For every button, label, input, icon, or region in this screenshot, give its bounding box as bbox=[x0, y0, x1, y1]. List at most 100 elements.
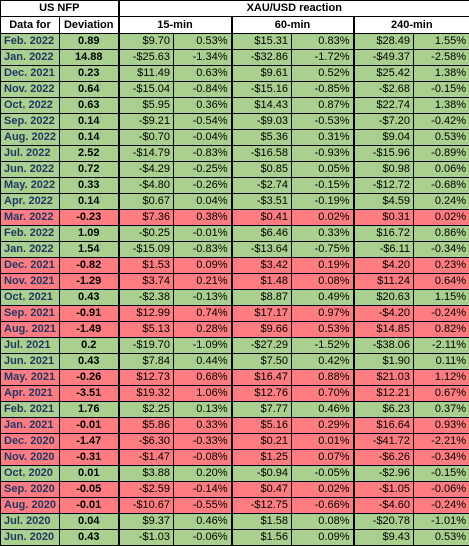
row-60min-usd: $0.41 bbox=[232, 210, 292, 226]
row-60min-pct: -0.53% bbox=[292, 114, 354, 130]
row-deviation: 0.33 bbox=[60, 178, 119, 194]
row-60min-pct: -0.85% bbox=[292, 82, 354, 98]
row-240min-pct: 0.11% bbox=[414, 354, 469, 370]
row-60min-usd: $9.66 bbox=[232, 322, 292, 338]
col-header-deviation: Deviation bbox=[60, 17, 119, 34]
row-240min-pct: -0.34% bbox=[414, 242, 469, 258]
row-60min-usd: $17.17 bbox=[232, 306, 292, 322]
row-deviation: -0.01 bbox=[60, 498, 119, 514]
row-date: Sep. 2022 bbox=[1, 114, 60, 130]
row-240min-usd: $4.59 bbox=[354, 194, 414, 210]
row-60min-pct: 0.01% bbox=[292, 434, 354, 450]
row-15min-usd: -$1.47 bbox=[119, 450, 174, 466]
row-240min-pct: 1.12% bbox=[414, 370, 469, 386]
row-date: Sep. 2021 bbox=[1, 306, 60, 322]
row-60min-usd: $7.77 bbox=[232, 402, 292, 418]
row-15min-pct: 0.36% bbox=[174, 98, 232, 114]
row-deviation: 0.89 bbox=[60, 34, 119, 50]
row-15min-usd: $1.53 bbox=[119, 258, 174, 274]
row-60min-usd: $3.42 bbox=[232, 258, 292, 274]
row-240min-usd: $9.43 bbox=[354, 530, 414, 546]
row-date: Jan. 2022 bbox=[1, 50, 60, 66]
row-240min-usd: -$15.96 bbox=[354, 146, 414, 162]
row-60min-pct: 0.83% bbox=[292, 34, 354, 50]
row-240min-pct: 0.82% bbox=[414, 322, 469, 338]
row-deviation: 0.43 bbox=[60, 290, 119, 306]
row-date: Jul. 2020 bbox=[1, 514, 60, 530]
row-15min-usd: $0.67 bbox=[119, 194, 174, 210]
row-date: Dec. 2020 bbox=[1, 434, 60, 450]
row-240min-pct: -1.01% bbox=[414, 514, 469, 530]
row-15min-pct: 0.33% bbox=[174, 418, 232, 434]
row-deviation: 0.64 bbox=[60, 82, 119, 98]
row-60min-pct: -0.75% bbox=[292, 242, 354, 258]
row-15min-usd: $11.49 bbox=[119, 66, 174, 82]
row-deviation: 0.23 bbox=[60, 66, 119, 82]
row-deviation: -3.51 bbox=[60, 386, 119, 402]
table-row: Aug. 2020-0.01-$10.67-0.55%-$12.75-0.66%… bbox=[1, 498, 469, 514]
row-60min-pct: 0.19% bbox=[292, 258, 354, 274]
row-240min-usd: $0.31 bbox=[354, 210, 414, 226]
row-15min-pct: -0.84% bbox=[174, 82, 232, 98]
row-60min-usd: $0.85 bbox=[232, 162, 292, 178]
row-15min-pct: -0.83% bbox=[174, 242, 232, 258]
row-15min-usd: $12.99 bbox=[119, 306, 174, 322]
row-deviation: 1.09 bbox=[60, 226, 119, 242]
row-240min-pct: -0.06% bbox=[414, 482, 469, 498]
row-60min-pct: 0.08% bbox=[292, 274, 354, 290]
row-date: Jun. 2020 bbox=[1, 530, 60, 546]
row-240min-usd: $21.03 bbox=[354, 370, 414, 386]
reaction-title: XAU/USD reaction bbox=[119, 1, 469, 17]
row-240min-usd: $28.49 bbox=[354, 34, 414, 50]
row-240min-usd: -$2.96 bbox=[354, 466, 414, 482]
row-deviation: 0.14 bbox=[60, 194, 119, 210]
row-deviation: -0.05 bbox=[60, 482, 119, 498]
row-15min-pct: -0.01% bbox=[174, 226, 232, 242]
row-60min-pct: 0.46% bbox=[292, 402, 354, 418]
row-deviation: -0.31 bbox=[60, 450, 119, 466]
row-15min-pct: -0.26% bbox=[174, 178, 232, 194]
row-15min-usd: -$6.30 bbox=[119, 434, 174, 450]
row-15min-usd: $7.36 bbox=[119, 210, 174, 226]
row-15min-pct: 0.63% bbox=[174, 66, 232, 82]
row-15min-usd: -$9.21 bbox=[119, 114, 174, 130]
row-15min-pct: 0.44% bbox=[174, 354, 232, 370]
row-240min-pct: -2.21% bbox=[414, 434, 469, 450]
row-60min-pct: -0.15% bbox=[292, 178, 354, 194]
row-15min-usd: -$4.80 bbox=[119, 178, 174, 194]
row-60min-usd: $1.56 bbox=[232, 530, 292, 546]
row-15min-pct: -0.33% bbox=[174, 434, 232, 450]
row-240min-pct: 0.53% bbox=[414, 130, 469, 146]
row-60min-usd: -$12.75 bbox=[232, 498, 292, 514]
row-240min-pct: 0.64% bbox=[414, 274, 469, 290]
row-date: May. 2022 bbox=[1, 178, 60, 194]
row-60min-usd: -$3.51 bbox=[232, 194, 292, 210]
row-date: Aug. 2020 bbox=[1, 498, 60, 514]
row-deviation: 0.04 bbox=[60, 514, 119, 530]
row-deviation: -0.01 bbox=[60, 418, 119, 434]
row-15min-usd: $7.84 bbox=[119, 354, 174, 370]
row-15min-usd: $3.74 bbox=[119, 274, 174, 290]
row-date: Feb. 2021 bbox=[1, 402, 60, 418]
row-15min-usd: -$2.38 bbox=[119, 290, 174, 306]
row-15min-pct: -0.54% bbox=[174, 114, 232, 130]
row-60min-usd: -$9.03 bbox=[232, 114, 292, 130]
row-date: Sep. 2020 bbox=[1, 482, 60, 498]
row-240min-usd: -$38.06 bbox=[354, 338, 414, 354]
row-date: Jul. 2022 bbox=[1, 146, 60, 162]
row-60min-usd: $1.48 bbox=[232, 274, 292, 290]
col-header-15min: 15-min bbox=[119, 17, 232, 34]
row-deviation: 0.14 bbox=[60, 114, 119, 130]
row-60min-usd: -$27.29 bbox=[232, 338, 292, 354]
